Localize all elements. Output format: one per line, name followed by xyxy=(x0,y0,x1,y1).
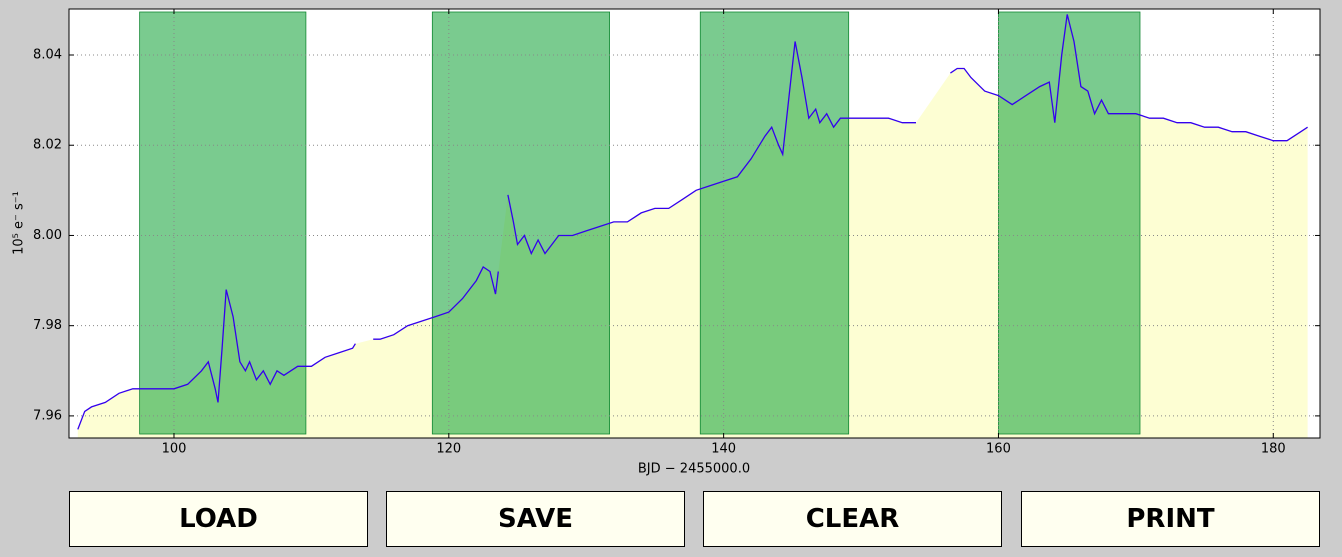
y-tick-label: 7.98 xyxy=(33,318,62,333)
x-tick-label: 120 xyxy=(436,442,461,457)
highlight-span xyxy=(699,11,850,435)
y-axis-label: 10⁵ e⁻ s⁻¹ xyxy=(12,191,27,255)
plot-frame xyxy=(68,8,1321,439)
save-button[interactable]: SAVE xyxy=(386,491,685,547)
highlight-span xyxy=(139,11,307,435)
y-tick-label: 7.96 xyxy=(33,408,62,423)
highlight-span xyxy=(998,11,1141,435)
data-line xyxy=(77,14,1308,430)
y-tick-label: 8.00 xyxy=(33,228,62,243)
load-button[interactable]: LOAD xyxy=(69,491,368,547)
highlight-span xyxy=(431,11,610,435)
x-tick-label: 100 xyxy=(162,442,187,457)
x-axis-label: BJD − 2455000.0 xyxy=(638,462,750,477)
chart: BJD − 2455000.0 10⁵ e⁻ s⁻¹ 100 120 140 160 1… xyxy=(12,8,1321,477)
clear-button[interactable]: CLEAR xyxy=(703,491,1002,547)
y-tick-label: 8.04 xyxy=(33,48,62,63)
print-button[interactable]: PRINT xyxy=(1021,491,1320,547)
y-tick-label: 8.02 xyxy=(33,138,62,153)
x-tick-label: 180 xyxy=(1261,442,1286,457)
x-tick-label: 140 xyxy=(711,442,736,457)
x-tick-label: 160 xyxy=(986,442,1011,457)
